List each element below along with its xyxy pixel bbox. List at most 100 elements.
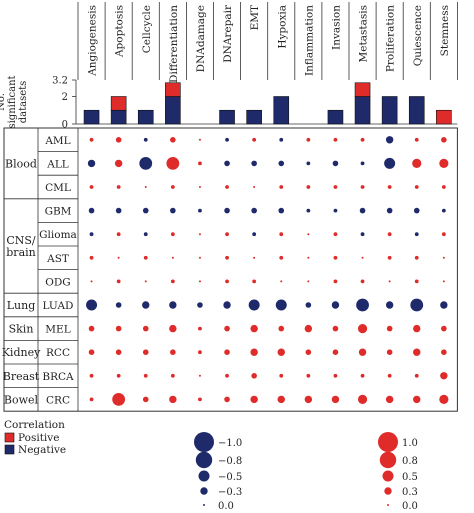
legend-negative-size-label: −0.3 <box>218 487 242 498</box>
group-label: Blood <box>5 157 37 170</box>
correlation-bubble <box>386 349 393 356</box>
correlation-bubble <box>198 397 202 402</box>
correlation-bubble <box>115 137 122 143</box>
correlation-bubble <box>275 299 287 311</box>
correlation-bubble <box>279 232 284 237</box>
correlation-bubble <box>333 373 338 378</box>
process-label: Metastasis <box>358 5 370 62</box>
correlation-bubble <box>278 160 285 167</box>
legend-negative-size-label: −0.8 <box>218 456 242 467</box>
bar-negative <box>327 109 344 125</box>
bar-positive <box>110 96 127 111</box>
correlation-bubble <box>170 279 175 284</box>
correlation-bubble <box>385 301 394 309</box>
row-label: MEL <box>45 324 70 336</box>
correlation-bubble <box>250 348 258 356</box>
correlation-bubble <box>115 349 122 356</box>
correlation-bubble <box>279 185 284 189</box>
correlation-bubble <box>170 207 176 214</box>
correlation-bubble <box>414 373 419 378</box>
legend-negative-size-label: 0.0 <box>218 501 234 512</box>
legend-positive-size-label: 0.3 <box>402 487 418 498</box>
correlation-bubble <box>306 137 311 142</box>
correlation-bubble <box>413 348 421 356</box>
correlation-bubble <box>117 256 120 259</box>
legend-positive-size-label: 1.0 <box>402 438 418 449</box>
correlation-bubble <box>279 137 284 142</box>
correlation-bubble <box>139 157 153 170</box>
correlation-bubble <box>197 302 203 308</box>
process-label: Inflammation <box>303 5 315 76</box>
correlation-bubble <box>279 373 284 378</box>
process-label: Invasion <box>330 5 342 50</box>
correlation-bubble <box>278 207 285 214</box>
correlation-bubble <box>386 207 393 214</box>
correlation-bubble <box>89 373 94 378</box>
correlation-bubble <box>144 186 147 188</box>
correlation-bubble <box>223 301 231 309</box>
correlation-bubble <box>170 232 175 237</box>
correlation-bubble <box>278 325 285 332</box>
correlation-bubble <box>198 256 201 259</box>
correlation-bubble <box>280 280 283 283</box>
correlation-bubble <box>360 185 365 189</box>
legend-positive-size-bubble <box>384 487 392 495</box>
bar-negative <box>83 109 100 125</box>
row-label: GBM <box>45 206 72 218</box>
correlation-bubble <box>358 348 367 356</box>
correlation-bubble <box>441 349 447 356</box>
correlation-bubble <box>414 137 419 142</box>
bar-negative <box>408 96 425 125</box>
correlation-bubble <box>116 232 121 237</box>
correlation-bubble <box>170 137 176 143</box>
correlation-bubble <box>361 256 364 259</box>
group-label: Bowel <box>4 393 39 406</box>
correlation-bubble <box>116 279 121 284</box>
correlation-bubble <box>224 349 230 356</box>
correlation-bubble <box>252 279 257 284</box>
correlation-bubble <box>441 137 447 143</box>
correlation-bubble <box>410 298 424 312</box>
correlation-bubble <box>250 324 258 333</box>
correlation-bubble <box>90 280 93 283</box>
correlation-bubble <box>142 207 149 214</box>
correlation-bubble <box>251 207 257 214</box>
legend-negative-size-bubble <box>195 451 213 469</box>
legend-positive-size-label: 0.5 <box>402 472 418 483</box>
correlation-bubble <box>251 373 257 379</box>
correlation-bubble <box>224 325 230 332</box>
bar-negative <box>165 96 181 125</box>
row-label: ALL <box>46 158 69 170</box>
correlation-bubble <box>89 255 94 260</box>
row-label: Glioma <box>39 229 77 241</box>
correlation-bubble <box>332 349 339 356</box>
legend-negative-label: Negative <box>18 444 66 456</box>
correlation-bubble <box>252 137 257 142</box>
correlation-bubble <box>360 373 365 378</box>
correlation-bubble <box>386 325 393 332</box>
correlation-bubble <box>413 324 421 333</box>
correlation-bubble <box>198 350 202 355</box>
legend-positive-size-label: 0.8 <box>402 456 418 467</box>
correlation-bubble <box>441 185 446 189</box>
process-label: EMT <box>249 5 261 30</box>
group-label: Breast <box>3 370 40 383</box>
correlation-bubble <box>112 393 126 406</box>
correlation-bubble <box>253 256 256 259</box>
correlation-bubble <box>384 157 396 169</box>
legend-negative-size-bubble <box>200 487 208 495</box>
correlation-bubble <box>116 373 121 378</box>
correlation-bubble <box>412 158 422 168</box>
bar-negative <box>273 96 290 125</box>
correlation-bubble <box>198 374 201 377</box>
correlation-bubble <box>115 207 122 214</box>
correlation-bubble <box>143 232 148 237</box>
legend-positive-size-bubble <box>382 470 394 482</box>
correlation-bubble <box>387 185 392 189</box>
legend-negative-size-bubble <box>203 504 205 506</box>
correlation-bubble <box>250 395 258 404</box>
correlation-bubble <box>88 325 95 332</box>
correlation-bubble <box>413 395 421 404</box>
correlation-bubble <box>385 395 394 404</box>
correlation-bubble <box>439 394 449 404</box>
